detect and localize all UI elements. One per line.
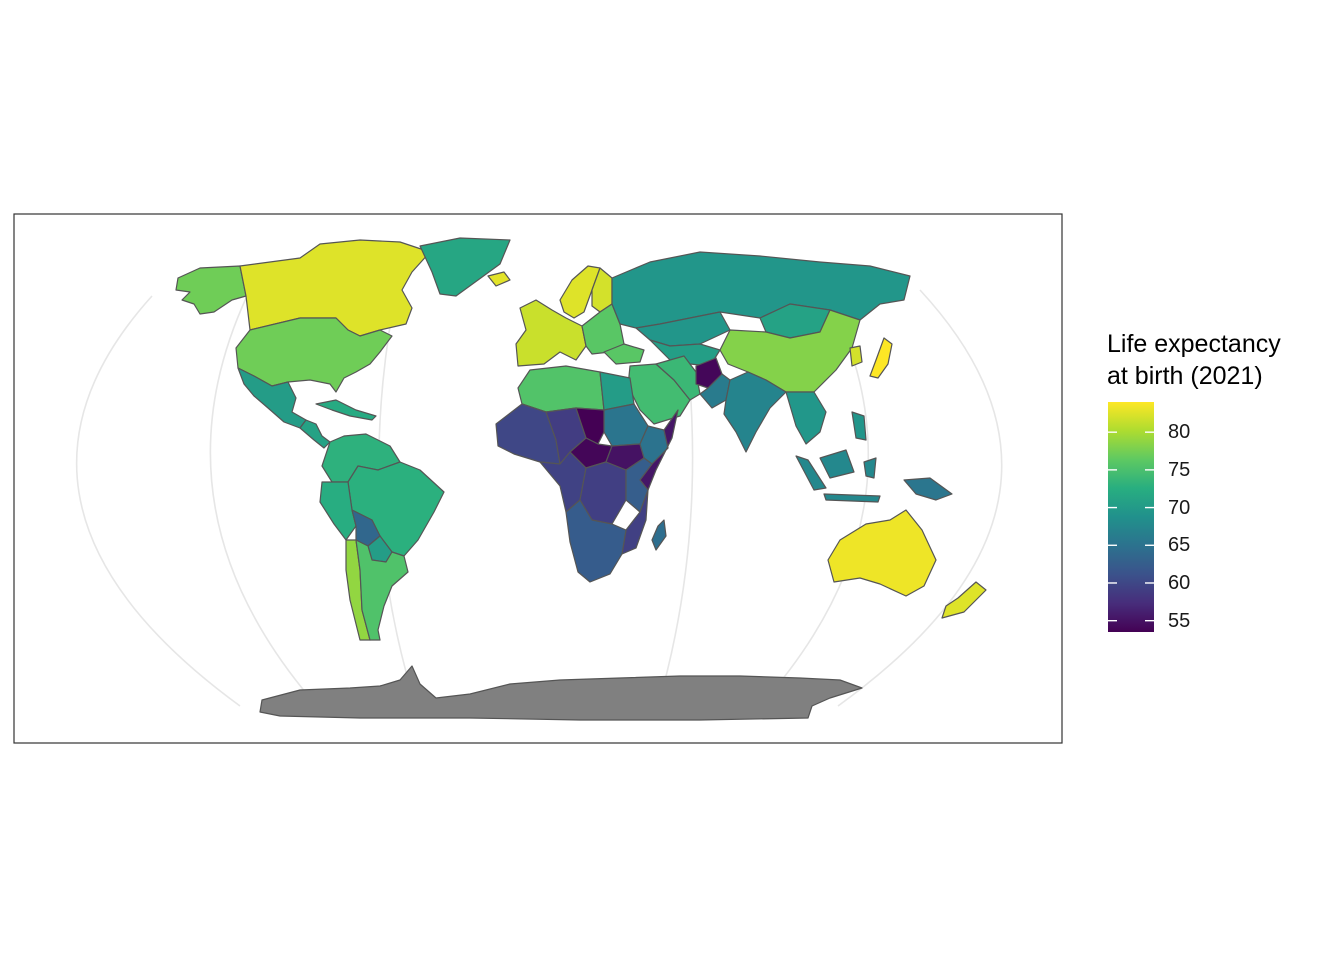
region-india (723, 371, 787, 453)
region-turkey (603, 343, 645, 365)
legend-tick-label: 65 (1168, 534, 1191, 557)
region-australia (827, 509, 937, 597)
region-chad (575, 407, 605, 445)
legend-tick-label: 80 (1168, 421, 1191, 444)
region-north-africa (517, 365, 605, 413)
region-japan (869, 337, 893, 379)
region-philippines (851, 411, 867, 441)
region-alaska (175, 265, 247, 315)
region-argentina (355, 539, 409, 641)
legend-title-line1: Life expectancy (1107, 330, 1281, 358)
region-peru (319, 481, 357, 541)
region-egypt (599, 371, 635, 411)
region-madagascar (651, 519, 667, 551)
region-korea (849, 345, 863, 367)
region-caribbean (315, 399, 377, 421)
region-western-europe (515, 299, 587, 367)
region-southern-africa (565, 499, 627, 583)
region-antarctica (259, 665, 863, 721)
region-iceland (487, 271, 511, 287)
graticule-meridian (75, 295, 241, 707)
graticule-meridian (837, 289, 1003, 707)
legend-colorbar (1108, 402, 1154, 632)
region-papua-new-guinea (903, 477, 953, 501)
legend-tick-label: 70 (1168, 496, 1191, 519)
legend-title: Life expectancy at birth (2021) (1107, 328, 1281, 392)
legend-tick-label: 55 (1168, 609, 1191, 632)
region-greenland (419, 237, 511, 297)
region-indonesia-java (823, 493, 881, 503)
legend-tick-marks (1108, 431, 1154, 622)
legend-tick-label: 75 (1168, 458, 1191, 481)
region-east-africa (625, 457, 653, 513)
legend-tick-label: 60 (1168, 571, 1191, 594)
region-indonesia-borneo (819, 449, 855, 479)
legend-title-line2: at birth (2021) (1107, 362, 1263, 390)
region-indonesia-sumatra (795, 455, 827, 491)
region-central-america (299, 419, 331, 449)
regions-layer (175, 237, 987, 721)
region-indonesia-sulawesi (863, 457, 877, 479)
region-new-zealand (941, 581, 987, 619)
graticule-meridian (209, 295, 318, 707)
region-southeast-asia (785, 391, 827, 445)
